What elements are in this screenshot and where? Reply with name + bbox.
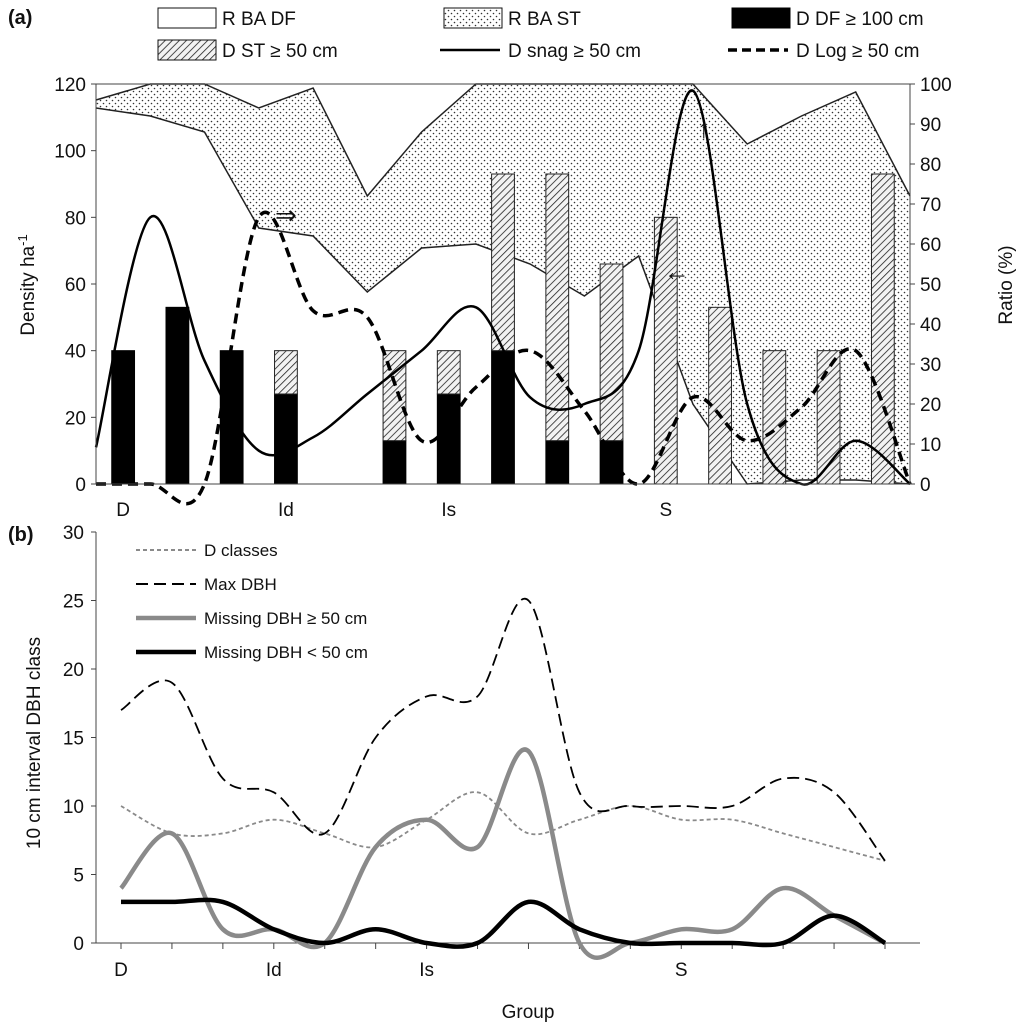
legend-label-d-df: D DF ≥ 100 cm: [796, 9, 924, 30]
y-tick-label-right-a: 90: [920, 115, 941, 136]
legend-swatch-r-ba-st: [443, 7, 503, 29]
panel-a-label: (a): [8, 7, 32, 29]
y-axis-title-b: 10 cm interval DBH class: [24, 637, 45, 849]
bar-d-df: [436, 393, 461, 485]
legend-swatch-d-df: [731, 7, 791, 29]
line-missing-ge50: [119, 747, 887, 960]
bar-d-st: [274, 350, 298, 395]
y-tick-label-b: 15: [63, 729, 84, 750]
bar-d-df: [274, 393, 298, 485]
x-group-label-b: Id: [266, 960, 282, 981]
panel-b-label: (b): [8, 524, 34, 546]
bar-d-st: [491, 173, 515, 352]
y-tick-label-left-a: 100: [54, 142, 86, 163]
y-tick-label-right-a: 70: [920, 195, 941, 216]
bar-d-st: [436, 350, 461, 395]
y-tick-label-b: 25: [63, 592, 84, 613]
y-tick-label-left-a: 40: [65, 342, 86, 363]
line-max-dbh: [120, 597, 886, 862]
legend-label-max-dbh: Max DBH: [204, 575, 277, 594]
x-group-label-b: S: [675, 960, 688, 981]
legend-b: D classes Max DBH Missing DBH ≥ 50 cm Mi…: [136, 541, 368, 662]
y-tick-label-right-a: 80: [920, 155, 941, 176]
y-tick-label-b: 5: [73, 866, 84, 887]
annotation-arrow: ↑: [697, 113, 710, 143]
annotation-arrow: ←: [664, 257, 690, 287]
y-tick-label-b: 30: [63, 523, 84, 544]
y-axis-title-left-a-sup: -1: [15, 234, 30, 246]
line-d-classes: [120, 791, 886, 862]
legend-label-r-ba-df: R BA DF: [222, 9, 296, 30]
bar-d-df: [165, 306, 190, 485]
legend-label-d-classes: D classes: [204, 541, 278, 560]
bar-d-st: [870, 173, 895, 485]
x-group-label-a: D: [116, 500, 130, 521]
legend-label-missing-ge50: Missing DBH ≥ 50 cm: [204, 609, 367, 628]
y-tick-label-b: 0: [73, 934, 84, 955]
y-tick-label-right-a: 60: [920, 235, 941, 256]
line-d-snag: [94, 89, 911, 486]
x-group-label-b: Is: [419, 960, 434, 981]
y-tick-label-right-a: 30: [920, 355, 941, 376]
line-missing-lt50: [121, 897, 887, 949]
line-d-log: [95, 210, 912, 506]
legend-label-r-ba-st: R BA ST: [508, 9, 581, 30]
y-tick-label-left-a: 60: [65, 275, 86, 296]
y-axis-title-right-a: Ratio (%): [996, 245, 1017, 324]
bar-d-st: [708, 306, 732, 485]
bar-d-df: [382, 440, 407, 485]
legend-label-d-st: D ST ≥ 50 cm: [222, 41, 338, 62]
bar-d-st: [599, 263, 624, 442]
plot-a: 0 20 40 60 80 100 120 0 10 20 30 40 50 60 70 80 90 100 D Id…: [54, 75, 951, 521]
annotation-arrow: ⇒: [275, 200, 297, 230]
bar-d-st: [382, 350, 407, 442]
plot-b: 0 5 10 15 20 25 30 D Id Is S: [63, 523, 920, 981]
x-group-label-a: Id: [278, 500, 294, 521]
y-tick-label-right-a: 50: [920, 275, 941, 296]
y-tick-label-left-a: 0: [75, 475, 86, 496]
x-axis-title-b: Group: [502, 1002, 555, 1023]
x-group-label-a: S: [659, 500, 672, 521]
y-axis-title-left-a: Density ha-1: [15, 234, 39, 335]
y-tick-label-right-a: 20: [920, 395, 941, 416]
y-tick-label-b: 20: [63, 660, 84, 681]
y-axis-title-left-a-main: Density ha: [18, 245, 39, 335]
legend-a: R BA DF R BA ST D DF ≥ 100 cm D ST ≥ 50 …: [157, 7, 924, 62]
legend-label-d-snag: D snag ≥ 50 cm: [508, 41, 641, 62]
y-tick-label-right-a: 0: [920, 475, 931, 496]
y-tick-label-right-a: 100: [920, 75, 952, 96]
legend-label-d-log: D Log ≥ 50 cm: [796, 41, 919, 62]
legend-swatch-d-st: [157, 39, 217, 61]
y-tick-label-left-a: 120: [54, 75, 86, 96]
bar-d-df: [545, 440, 570, 485]
x-group-label-a: Is: [441, 500, 456, 521]
legend-label-missing-lt50: Missing DBH < 50 cm: [204, 643, 368, 662]
bar-d-df: [599, 440, 624, 485]
x-group-label-b: D: [114, 960, 128, 981]
bar-d-df: [111, 350, 136, 485]
bar-d-st: [545, 173, 570, 442]
y-tick-label-left-a: 80: [65, 208, 86, 229]
y-tick-label-b: 10: [63, 797, 84, 818]
y-tick-label-right-a: 10: [920, 435, 941, 456]
y-tick-label-right-a: 40: [920, 315, 941, 336]
bar-d-st: [762, 350, 787, 485]
y-tick-label-left-a: 20: [65, 408, 86, 429]
legend-swatch-r-ba-df: [157, 7, 217, 29]
